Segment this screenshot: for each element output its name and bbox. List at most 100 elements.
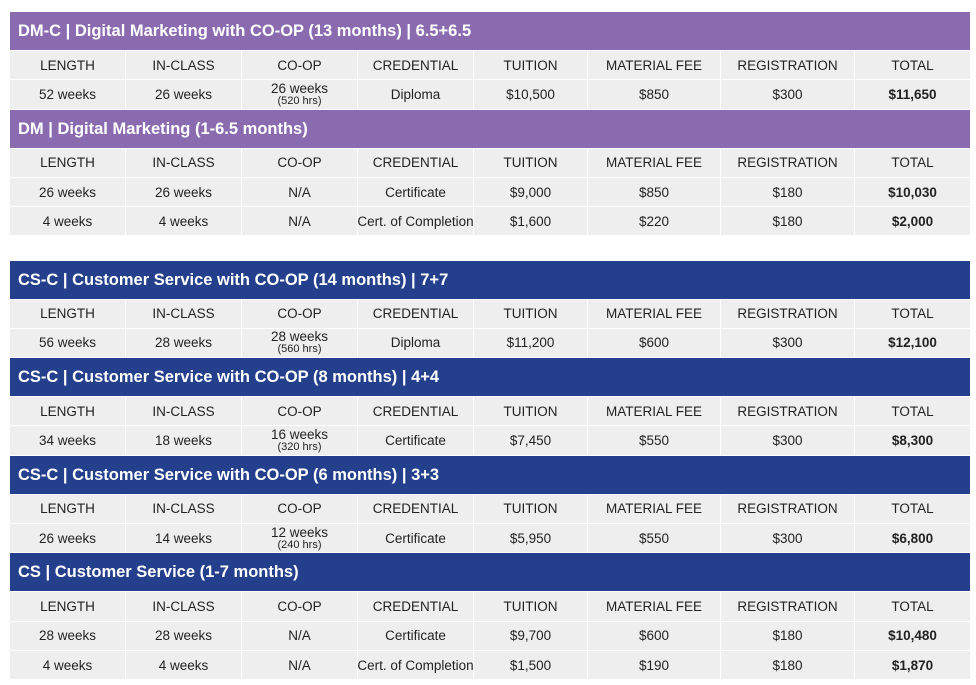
column-header: MATERIAL FEE [588, 592, 720, 621]
column-header: REGISTRATION [721, 51, 854, 80]
section-title: CS-C | Customer Service with CO-OP (8 mo… [10, 358, 970, 397]
column-header: MATERIAL FEE [588, 299, 720, 328]
table-cell: 26 weeks [10, 177, 125, 207]
column-header: CO-OP [242, 148, 357, 177]
column-header: TUITION [474, 397, 587, 426]
table-cell: 34 weeks [10, 426, 125, 455]
column-header: MATERIAL FEE [588, 494, 720, 523]
column-header: TUITION [474, 299, 587, 328]
table-cell: $10,480 [855, 621, 970, 650]
column-header: TUITION [474, 592, 587, 621]
column-header: TOTAL [855, 494, 970, 523]
table-cell: $850 [588, 177, 720, 207]
table-cell: 12 weeks (240 hrs) [242, 524, 357, 553]
column-header: CO-OP [242, 397, 357, 426]
table-cell: Cert. of Completion [357, 650, 474, 680]
table-cell: Certificate [358, 524, 473, 553]
table-cell: $7,450 [474, 426, 587, 455]
table-cell: $300 [721, 524, 854, 553]
table-cell: $10,500 [474, 80, 587, 109]
table-cell: $9,700 [474, 621, 587, 650]
table-cell: Cert. of Completion [357, 207, 474, 236]
column-header: CO-OP [242, 592, 357, 621]
column-header: LENGTH [10, 51, 125, 80]
section-title: CS-C | Customer Service with CO-OP (14 m… [10, 260, 970, 299]
table-cell: 26 weeks [126, 177, 241, 207]
table-cell: 4 weeks [10, 207, 125, 236]
table-cell: $180 [721, 177, 854, 207]
column-header: TOTAL [855, 51, 970, 80]
column-header: TOTAL [855, 299, 970, 328]
column-header: MATERIAL FEE [588, 148, 720, 177]
column-header: REGISTRATION [721, 494, 854, 523]
section-title: CS-C | Customer Service with CO-OP (6 mo… [10, 455, 970, 494]
column-header: LENGTH [10, 148, 125, 177]
table-cell: $1,500 [474, 650, 587, 680]
table-cell: 28 weeks [126, 328, 241, 358]
column-header: LENGTH [10, 592, 125, 621]
column-header: IN-CLASS [126, 494, 241, 523]
column-header: REGISTRATION [721, 148, 854, 177]
table-cell: $8,300 [855, 426, 970, 455]
table-cell: Certificate [358, 621, 473, 650]
table-cell: $12,100 [855, 328, 970, 358]
table-cell: Diploma [358, 80, 473, 109]
table-cell: $850 [588, 80, 720, 109]
column-header: TOTAL [855, 148, 970, 177]
table-cell: $600 [588, 328, 720, 358]
table-cell: $550 [588, 426, 720, 455]
table-cell: Certificate [358, 426, 473, 455]
table-cell: 28 weeks [126, 621, 241, 650]
table-cell: $1,600 [474, 207, 587, 236]
cell-subtext: (520 hrs) [277, 94, 322, 107]
column-header: CO-OP [242, 494, 357, 523]
table-cell: $11,200 [474, 328, 587, 358]
section-title: DM-C | Digital Marketing with CO-OP (13 … [10, 12, 970, 50]
table-cell: $10,030 [855, 177, 970, 207]
table-cell: $180 [721, 207, 854, 236]
table-cell: 56 weeks [10, 328, 125, 358]
column-header: CREDENTIAL [358, 51, 473, 80]
table-cell: 26 weeks [126, 80, 241, 109]
table-cell: $300 [721, 426, 854, 455]
section-title: DM | Digital Marketing (1-6.5 months) [10, 109, 970, 148]
table-cell: $300 [721, 80, 854, 109]
column-header: CO-OP [242, 299, 357, 328]
table-cell: $190 [588, 650, 720, 680]
column-header: REGISTRATION [721, 397, 854, 426]
column-header: TUITION [474, 494, 587, 523]
table-cell: N/A [242, 621, 357, 650]
column-header: LENGTH [10, 494, 125, 523]
table-cell: $550 [588, 524, 720, 553]
table-cell: $180 [721, 621, 854, 650]
table-cell: 28 weeks (560 hrs) [242, 328, 357, 358]
column-header: REGISTRATION [721, 299, 854, 328]
column-header: IN-CLASS [126, 51, 241, 80]
column-header: CREDENTIAL [358, 592, 473, 621]
table-cell: N/A [242, 207, 357, 236]
column-header: MATERIAL FEE [588, 397, 720, 426]
column-header: LENGTH [10, 397, 125, 426]
column-header: CREDENTIAL [358, 299, 473, 328]
cell-text: 28 weeks [270, 329, 329, 345]
column-header: TOTAL [855, 397, 970, 426]
table-cell: 18 weeks [126, 426, 241, 455]
section-title: CS | Customer Service (1-7 months) [10, 553, 970, 592]
cell-subtext: (240 hrs) [277, 538, 322, 551]
table-cell: $9,000 [474, 177, 587, 207]
column-header: IN-CLASS [126, 397, 241, 426]
table-cell: $2,000 [855, 207, 970, 236]
column-header: REGISTRATION [721, 592, 854, 621]
table-cell: $220 [588, 207, 720, 236]
column-header: TUITION [474, 51, 587, 80]
column-header: CREDENTIAL [358, 397, 473, 426]
column-header: IN-CLASS [126, 299, 241, 328]
cell-text: 16 weeks [270, 427, 329, 443]
table-cell: Diploma [358, 328, 473, 358]
table-cell: 4 weeks [126, 650, 241, 680]
column-header: CREDENTIAL [358, 148, 473, 177]
column-header: TOTAL [855, 592, 970, 621]
table-cell: $6,800 [855, 524, 970, 553]
table-cell: Certificate [358, 177, 473, 207]
column-header: MATERIAL FEE [588, 51, 720, 80]
